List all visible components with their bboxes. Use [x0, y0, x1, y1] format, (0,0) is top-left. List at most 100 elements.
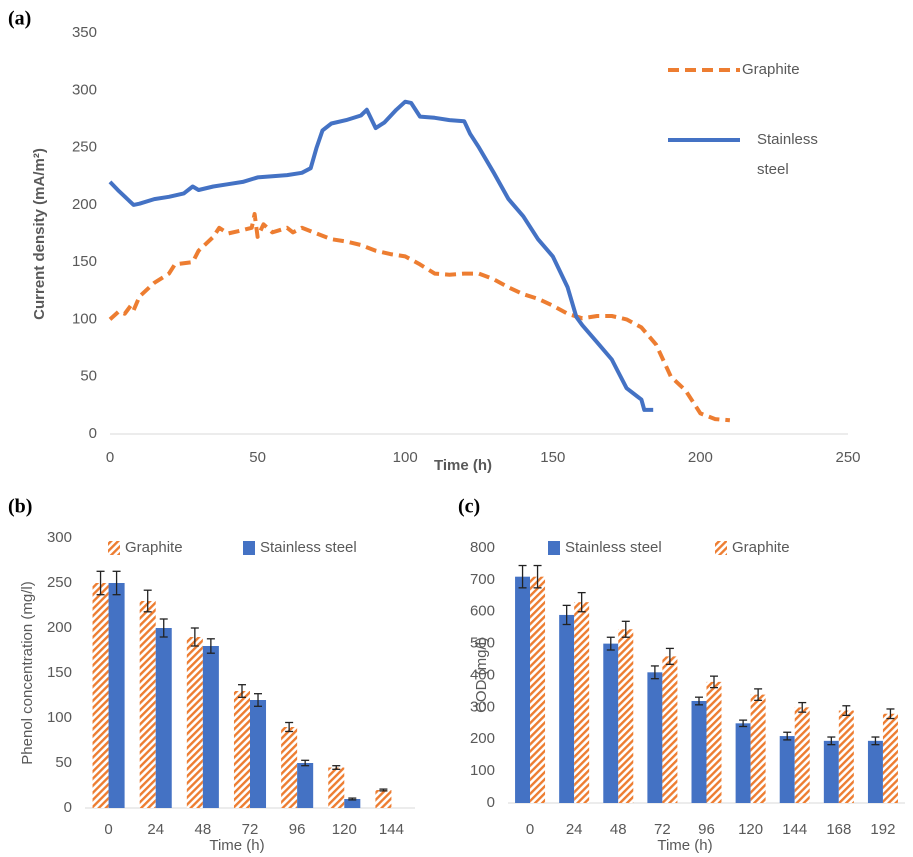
- bar: [328, 767, 345, 808]
- y-tick-label: 100: [47, 709, 72, 726]
- y-tick-label: 0: [89, 425, 97, 442]
- bar: [662, 656, 678, 803]
- panel-label: (b): [8, 496, 32, 518]
- y-tick-label: 200: [72, 196, 97, 213]
- error-bar: [695, 696, 704, 706]
- x-tick-label: 50: [249, 449, 266, 466]
- error-bar: [143, 589, 152, 613]
- x-tick-label: 96: [289, 821, 306, 838]
- bar: [559, 614, 575, 803]
- y-tick-label: 50: [55, 754, 72, 771]
- bar: [867, 740, 883, 803]
- legend-label: Stainless steel: [565, 539, 662, 556]
- bar: [202, 646, 219, 808]
- x-tick-label: 0: [106, 449, 114, 466]
- error-bar: [665, 647, 674, 665]
- y-tick-label: 100: [470, 762, 495, 779]
- x-axis-title: Time (h): [209, 837, 264, 854]
- x-tick-label: 48: [195, 821, 212, 838]
- y-tick-label: 150: [72, 253, 97, 270]
- error-bar: [379, 788, 388, 792]
- legend-label: Graphite: [125, 539, 183, 556]
- bar: [882, 713, 898, 803]
- x-tick-label: 150: [540, 449, 565, 466]
- error-bar: [798, 701, 807, 713]
- y-axis-title: COD (mg/l): [473, 637, 490, 713]
- line-series: [108, 212, 731, 423]
- x-tick-label: 0: [526, 821, 534, 838]
- error-bar: [159, 618, 168, 638]
- bar: [647, 672, 663, 803]
- bar: [281, 727, 298, 808]
- bar: [574, 602, 590, 803]
- error-bar: [237, 684, 246, 698]
- bar: [750, 694, 766, 803]
- panel-label: (c): [458, 496, 480, 518]
- bar: [530, 576, 546, 803]
- x-tick-label: 192: [870, 821, 895, 838]
- y-tick-label: 800: [470, 539, 495, 556]
- x-tick-label: 250: [835, 449, 860, 466]
- y-tick-label: 500: [470, 635, 495, 652]
- error-bar: [190, 627, 199, 647]
- bar: [250, 700, 267, 808]
- bar: [139, 601, 156, 808]
- error-bar: [518, 564, 527, 589]
- bar: [375, 790, 392, 808]
- y-tick-label: 300: [47, 529, 72, 546]
- x-tick-label: 48: [610, 821, 627, 838]
- bar: [794, 707, 810, 803]
- y-tick-label: 600: [470, 603, 495, 620]
- error-bar: [739, 719, 748, 728]
- y-tick-label: 250: [47, 574, 72, 591]
- y-tick-label: 50: [80, 368, 97, 385]
- error-bar: [301, 759, 310, 767]
- y-tick-label: 200: [470, 730, 495, 747]
- bar: [691, 701, 707, 803]
- legend-label: Stainless steel: [260, 539, 357, 556]
- x-tick-label: 0: [104, 821, 112, 838]
- bar: [779, 736, 795, 803]
- x-tick-label: 200: [688, 449, 713, 466]
- y-tick-label: 0: [487, 794, 495, 811]
- error-bar: [206, 638, 215, 654]
- error-bar: [348, 797, 357, 801]
- x-tick-label: 168: [826, 821, 851, 838]
- error-bar: [562, 604, 571, 626]
- bar: [92, 583, 109, 808]
- x-tick-label: 72: [242, 821, 259, 838]
- bar: [155, 628, 172, 808]
- error-bar: [783, 731, 792, 741]
- error-bar: [709, 675, 718, 689]
- error-bar: [827, 736, 836, 746]
- bar: [186, 637, 203, 808]
- error-bar: [285, 721, 294, 733]
- bar: [297, 763, 314, 808]
- legend-label: Graphite: [742, 61, 800, 78]
- legend-swatch: [243, 541, 255, 555]
- x-tick-label: 24: [566, 821, 583, 838]
- bar: [735, 723, 751, 803]
- y-tick-label: 350: [72, 24, 97, 41]
- legend-swatch: [108, 541, 120, 555]
- x-tick-label: 96: [698, 821, 715, 838]
- bar: [706, 681, 722, 803]
- bar: [823, 740, 839, 803]
- error-bar: [96, 570, 105, 596]
- panel-label: (a): [8, 8, 31, 30]
- bar: [515, 576, 531, 803]
- legend-swatch: [548, 541, 560, 555]
- error-bar: [332, 765, 341, 770]
- error-bar: [533, 564, 542, 589]
- y-tick-label: 100: [72, 310, 97, 327]
- x-tick-label: 144: [782, 821, 807, 838]
- bar: [603, 643, 619, 803]
- error-bar: [842, 705, 851, 716]
- y-tick-label: 300: [72, 81, 97, 98]
- x-axis-title: Time (h): [657, 837, 712, 854]
- x-tick-label: 24: [147, 821, 164, 838]
- error-bar: [621, 620, 630, 638]
- error-bar: [577, 591, 586, 613]
- x-tick-label: 144: [379, 821, 404, 838]
